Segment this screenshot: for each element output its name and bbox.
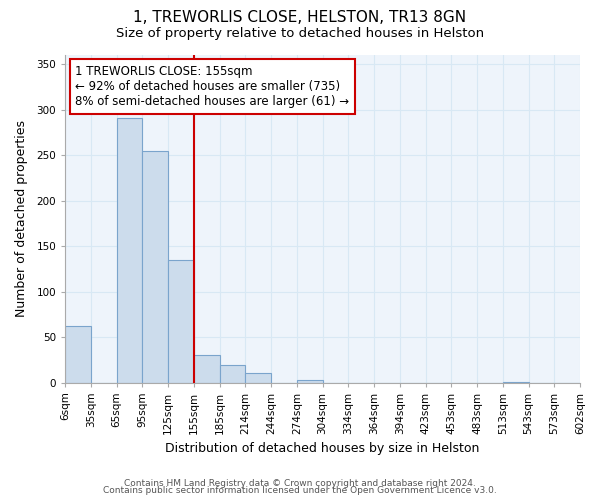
Bar: [194, 355, 220, 382]
Text: 1, TREWORLIS CLOSE, HELSTON, TR13 8GN: 1, TREWORLIS CLOSE, HELSTON, TR13 8GN: [133, 10, 467, 25]
Text: Contains HM Land Registry data © Crown copyright and database right 2024.: Contains HM Land Registry data © Crown c…: [124, 478, 476, 488]
Bar: [65, 326, 91, 382]
Bar: [245, 372, 271, 382]
X-axis label: Distribution of detached houses by size in Helston: Distribution of detached houses by size …: [166, 442, 480, 455]
Bar: [168, 260, 194, 382]
Bar: [297, 380, 323, 382]
Bar: [220, 365, 245, 382]
Text: Contains public sector information licensed under the Open Government Licence v3: Contains public sector information licen…: [103, 486, 497, 495]
Text: 1 TREWORLIS CLOSE: 155sqm
← 92% of detached houses are smaller (735)
8% of semi-: 1 TREWORLIS CLOSE: 155sqm ← 92% of detac…: [76, 65, 350, 108]
Bar: [142, 150, 168, 382]
Text: Size of property relative to detached houses in Helston: Size of property relative to detached ho…: [116, 28, 484, 40]
Y-axis label: Number of detached properties: Number of detached properties: [15, 120, 28, 318]
Bar: [116, 118, 142, 382]
